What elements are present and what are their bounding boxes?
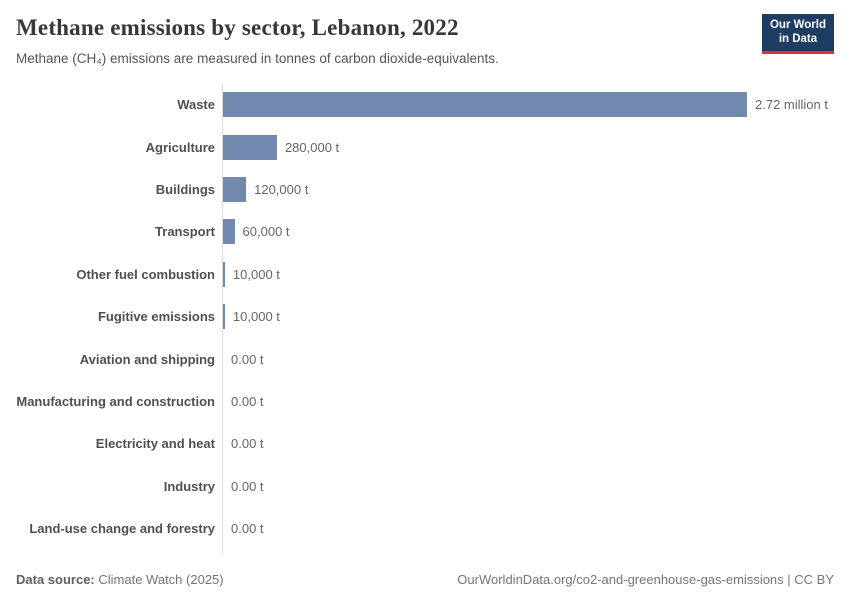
bar-chart: Waste 2.72 million t Agriculture 280,000 t B… <box>16 83 834 554</box>
owid-logo-line1: Our World <box>769 19 826 31</box>
bar-value-label: 0.00 t <box>231 478 264 494</box>
data-source-label: Data source: <box>16 572 95 587</box>
bar-zone: 0.00 t <box>223 474 834 499</box>
category-label: Waste <box>177 97 215 113</box>
category-label: Agriculture <box>145 139 215 155</box>
bar-value-label: 60,000 t <box>242 224 290 240</box>
bar-row: Electricity and heat 0.00 t <box>16 423 834 465</box>
chart-subtitle: Methane (CH₄) emissions are measured in … <box>16 50 499 66</box>
chart-header: Methane emissions by sector, Lebanon, 20… <box>0 0 850 66</box>
bar-value-label: 280,000 t <box>284 139 340 155</box>
bar-zone: 60,000 t <box>223 219 834 245</box>
category-label: Buildings <box>155 182 215 198</box>
category-label: Fugitive emissions <box>97 309 215 325</box>
bar-zone: 0.00 t <box>223 516 834 541</box>
page-title: Methane emissions by sector, Lebanon, 20… <box>16 15 459 40</box>
category-label: Electricity and heat <box>95 436 215 452</box>
chart-footer: Data source: Climate Watch (2025) OurWor… <box>16 572 834 587</box>
bar-zone: 0.00 t <box>223 347 834 372</box>
title-block: Methane emissions by sector, Lebanon, 20… <box>16 14 499 66</box>
bar[interactable] <box>223 134 277 160</box>
bar-zone: 0.00 t <box>223 389 834 414</box>
bar[interactable] <box>223 261 225 287</box>
bar[interactable] <box>223 177 247 203</box>
bar-value-label: 10,000 t <box>232 266 280 282</box>
bar[interactable] <box>223 219 235 245</box>
bar-zone: 120,000 t <box>223 177 834 203</box>
bar-value-label: 0.00 t <box>231 351 264 367</box>
category-label: Manufacturing and construction <box>16 394 215 410</box>
bar-value-label: 10,000 t <box>232 309 280 325</box>
bar-row: Land-use change and forestry 0.00 t <box>16 508 834 550</box>
category-label: Transport <box>155 224 215 240</box>
bar-value-label: 0.00 t <box>231 521 264 537</box>
bar[interactable] <box>223 304 225 330</box>
y-axis-line <box>222 83 223 554</box>
category-label: Land-use change and forestry <box>29 521 215 537</box>
bar-value-label: 120,000 t <box>254 182 309 198</box>
bar-row: Aviation and shipping 0.00 t <box>16 338 834 380</box>
bar-zone: 2.72 million t <box>223 92 834 118</box>
bar-row: Other fuel combustion 10,000 t <box>16 253 834 295</box>
category-label: Industry <box>163 478 215 494</box>
bar-zone: 10,000 t <box>223 304 834 330</box>
bar-value-label: 0.00 t <box>231 394 264 410</box>
data-source: Data source: Climate Watch (2025) <box>16 572 224 587</box>
bar-row: Buildings 120,000 t <box>16 168 834 210</box>
bar-zone: 10,000 t <box>223 261 834 287</box>
bar[interactable] <box>223 92 747 118</box>
category-label: Aviation and shipping <box>79 351 215 367</box>
data-source-value: Climate Watch (2025) <box>98 572 224 587</box>
owid-logo: Our World in Data <box>761 14 834 54</box>
owid-logo-line2: in Data <box>778 32 818 45</box>
bar-zone: 0.00 t <box>223 431 834 456</box>
citation-link[interactable]: OurWorldinData.org/co2-and-greenhouse-ga… <box>457 572 834 587</box>
bar-row: Waste 2.72 million t <box>16 84 834 126</box>
bar-value-label: 0.00 t <box>231 436 264 452</box>
bar-value-label: 2.72 million t <box>755 97 828 113</box>
bar-zone: 280,000 t <box>223 134 834 160</box>
bar-row: Agriculture 280,000 t <box>16 126 834 168</box>
bar-row: Transport 60,000 t <box>16 211 834 253</box>
category-label: Other fuel combustion <box>76 266 215 282</box>
bar-row: Industry 0.00 t <box>16 465 834 507</box>
bar-row: Manufacturing and construction 0.00 t <box>16 380 834 422</box>
bar-row: Fugitive emissions 10,000 t <box>16 296 834 338</box>
